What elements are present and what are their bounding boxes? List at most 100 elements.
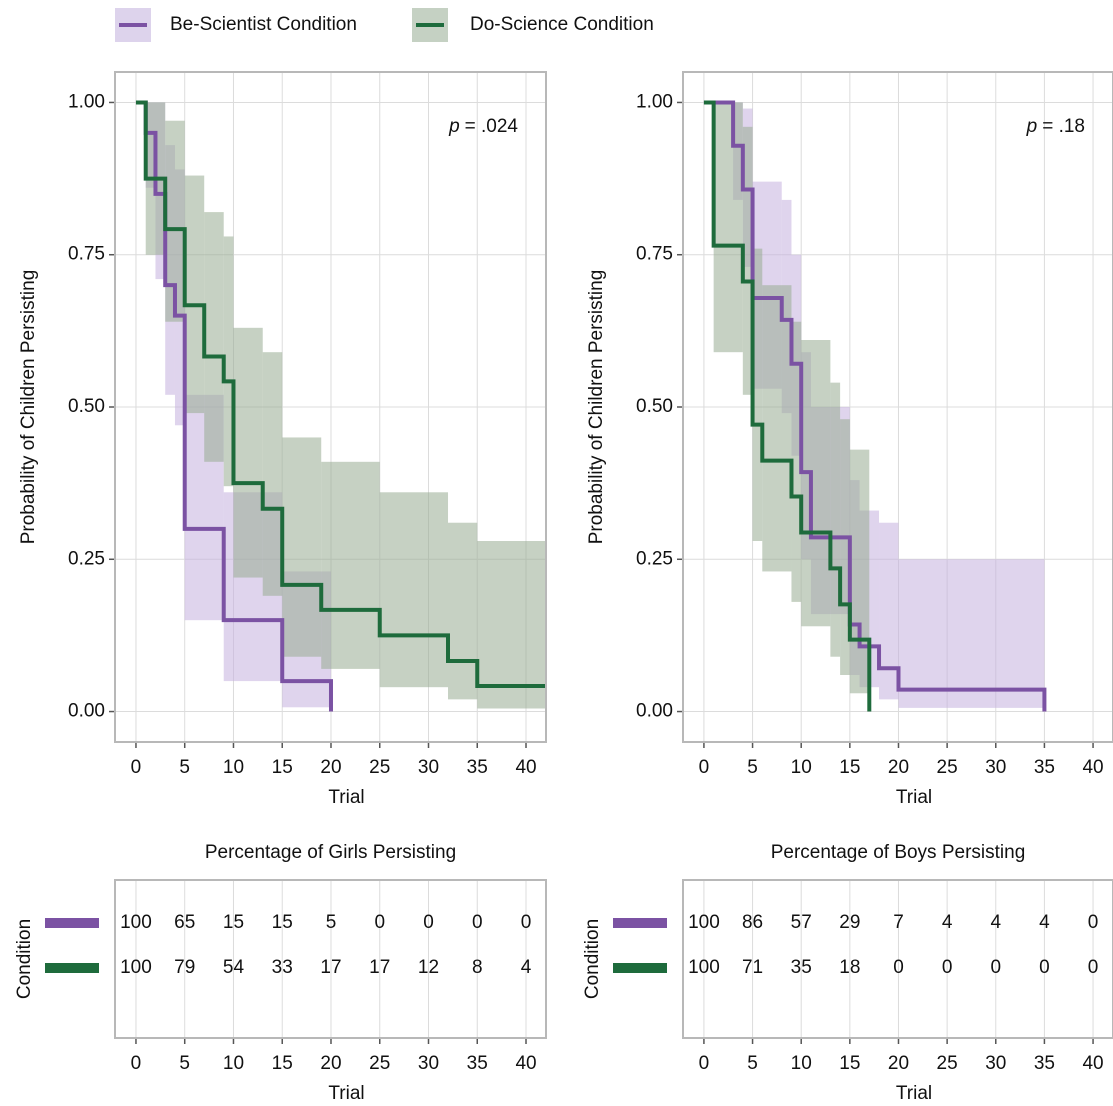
table-cell: 7: [893, 912, 904, 933]
x-tick-label: 0: [131, 757, 142, 778]
table-cell: 17: [320, 957, 341, 978]
x-tick-label: 5: [747, 1053, 758, 1074]
x-tick-label: 10: [223, 757, 244, 778]
row-swatch: [613, 963, 667, 973]
table-cell: 15: [223, 912, 244, 933]
plot-frame: [682, 71, 1113, 743]
confidence-band: [184, 175, 205, 414]
x-tick-label: 40: [1082, 1053, 1103, 1074]
confidence-band: [448, 522, 478, 700]
table-cell: 0: [472, 912, 483, 933]
legend-label: Do-Science Condition: [470, 14, 654, 35]
row-swatch: [45, 963, 99, 973]
x-tick-label: 20: [320, 1053, 341, 1074]
y-tick-label: 1.00: [636, 91, 673, 112]
y-tick-label: 0.75: [68, 244, 105, 265]
x-axis-label: Trial: [896, 787, 932, 808]
x-tick-label: 10: [791, 757, 812, 778]
table-cell: 8: [472, 957, 483, 978]
table-cell: 4: [521, 957, 532, 978]
table-cell: 18: [839, 957, 860, 978]
table-cell: 12: [418, 957, 439, 978]
confidence-band: [204, 212, 224, 462]
x-tick-label: 30: [418, 1053, 439, 1074]
x-tick-label: 20: [888, 757, 909, 778]
x-tick-label: 25: [937, 757, 958, 778]
confidence-band: [477, 541, 546, 709]
confidence-band: [801, 340, 831, 627]
table-title: Percentage of Boys Persisting: [771, 842, 1026, 863]
x-tick-label: 25: [937, 1053, 958, 1074]
x-tick-label: 15: [272, 1053, 293, 1074]
table-cell: 100: [688, 957, 720, 978]
x-tick-label: 0: [699, 1053, 710, 1074]
x-tick-label: 40: [515, 757, 536, 778]
confidence-band: [898, 559, 1045, 708]
y-tick-label: 0.25: [636, 548, 673, 569]
x-axis-label: Trial: [328, 787, 364, 808]
table-cell: 0: [1039, 957, 1050, 978]
table-cell: 0: [1088, 912, 1099, 933]
table-cell: 33: [272, 957, 293, 978]
x-tick-label: 5: [747, 757, 758, 778]
y-tick-label: 1.00: [68, 91, 105, 112]
x-tick-label: 0: [699, 757, 710, 778]
x-tick-label: 30: [985, 757, 1006, 778]
survival-line: [703, 100, 1047, 712]
confidence-band: [830, 382, 841, 657]
table-cell: 0: [893, 957, 904, 978]
x-tick-label: 25: [369, 1053, 390, 1074]
table-cell: 65: [174, 912, 195, 933]
y-tick-label: 0.00: [68, 701, 105, 722]
y-axis-label: Probability of Children Persisting: [18, 270, 39, 545]
confidence-band: [165, 120, 185, 322]
table-cell: 100: [120, 912, 152, 933]
survival-line: [135, 100, 546, 688]
table-cell: 0: [423, 912, 434, 933]
table-cell: 15: [272, 912, 293, 933]
x-tick-label: 15: [839, 757, 860, 778]
x-tick-label: 15: [272, 757, 293, 778]
table-cell: 35: [791, 957, 812, 978]
table-cell: 0: [942, 957, 953, 978]
x-tick-label: 35: [467, 1053, 488, 1074]
table-cell: 5: [326, 912, 337, 933]
y-axis-label: Condition: [14, 919, 35, 999]
row-swatch: [45, 918, 99, 928]
table-cell: 100: [120, 957, 152, 978]
table-cell: 4: [990, 912, 1001, 933]
survival-line: [703, 100, 872, 712]
y-tick-label: 0.50: [636, 396, 673, 417]
table-cell: 86: [742, 912, 763, 933]
table-cell: 79: [174, 957, 195, 978]
table-cell: 0: [990, 957, 1001, 978]
table-cell: 57: [791, 912, 812, 933]
table-frame: [682, 879, 1113, 1039]
confidence-band: [282, 437, 322, 657]
table-cell: 100: [688, 912, 720, 933]
table-cell: 54: [223, 957, 245, 978]
confidence-band: [849, 449, 870, 694]
table-cell: 17: [369, 957, 390, 978]
x-tick-label: 40: [515, 1053, 536, 1074]
x-tick-label: 5: [179, 1053, 190, 1074]
y-tick-label: 0.00: [636, 701, 673, 722]
x-axis-label: Trial: [896, 1083, 932, 1104]
p-value: = .024: [465, 116, 519, 137]
y-axis-label: Probability of Children Persisting: [586, 270, 607, 545]
row-swatch: [613, 918, 667, 928]
x-tick-label: 20: [888, 1053, 909, 1074]
table-cell: 4: [942, 912, 953, 933]
confidence-band: [840, 419, 850, 675]
confidence-band: [879, 522, 899, 700]
table-cell: 4: [1039, 912, 1050, 933]
confidence-band: [262, 352, 283, 596]
confidence-band: [321, 461, 380, 669]
table-cell: 0: [1088, 957, 1099, 978]
table-cell: 29: [839, 912, 860, 933]
confidence-band: [379, 492, 449, 688]
annotation: p = .024: [448, 116, 518, 137]
survival-line: [135, 100, 333, 712]
x-tick-label: 5: [179, 757, 190, 778]
x-tick-label: 25: [369, 757, 390, 778]
